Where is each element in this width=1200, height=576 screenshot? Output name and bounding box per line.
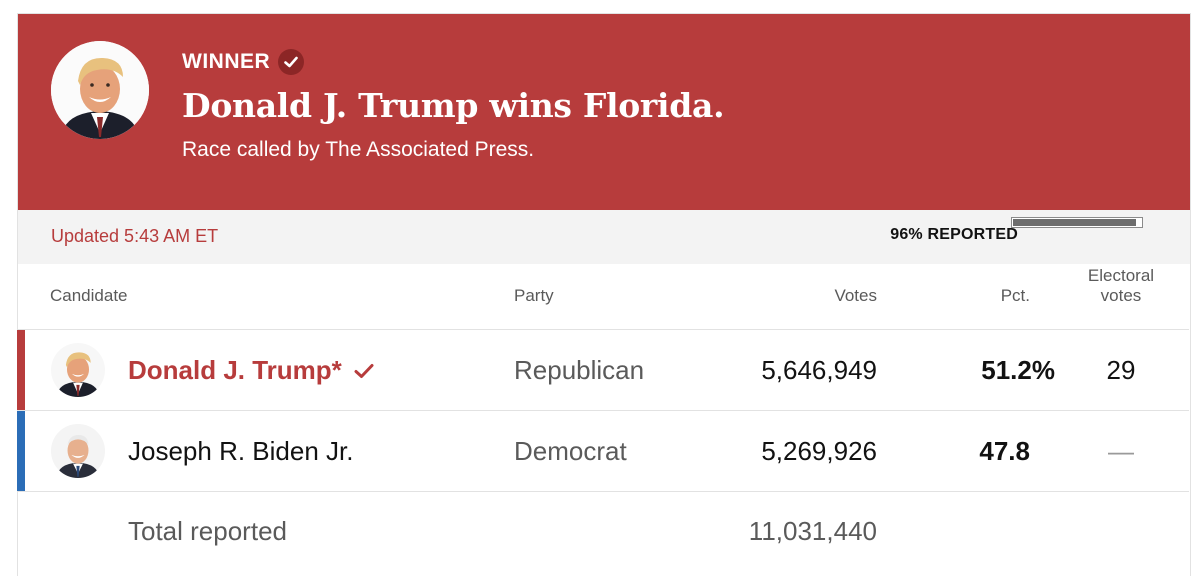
reported-label: 96% REPORTED bbox=[890, 226, 1018, 243]
party-label: Democrat bbox=[514, 436, 627, 466]
winner-label: WINNER bbox=[182, 50, 271, 73]
winner-checkmark-icon bbox=[354, 363, 374, 379]
winner-label-row: WINNER bbox=[182, 49, 305, 75]
total-votes: 11,031,440 bbox=[748, 516, 877, 546]
party-label: Republican bbox=[514, 355, 645, 385]
column-header-electoral-votes: Electoral votes bbox=[1081, 266, 1161, 306]
electoral-votes: 29 bbox=[1106, 355, 1136, 385]
reporting-progress-fill bbox=[1013, 219, 1136, 226]
total-reported-label: Total reported bbox=[128, 516, 287, 546]
republican-party-bar bbox=[17, 330, 25, 411]
candidate-name: Donald J. Trump* bbox=[128, 355, 374, 386]
winner-headline: Donald J. Trump wins Florida. bbox=[182, 86, 725, 125]
column-header-electoral-line2: votes bbox=[1100, 286, 1142, 305]
column-header-party: Party bbox=[514, 286, 554, 305]
election-results-card: WINNER Donald J. Trump wins Florida. Rac… bbox=[17, 13, 1191, 576]
candidate-name-label: Donald J. Trump* bbox=[128, 355, 342, 385]
biden-portrait-icon bbox=[51, 424, 105, 478]
candidate-name-label: Joseph R. Biden Jr. bbox=[128, 436, 354, 466]
race-called-note: Race called by The Associated Press. bbox=[182, 138, 535, 161]
candidate-name: Joseph R. Biden Jr. bbox=[128, 436, 353, 467]
updated-timestamp: Updated 5:43 AM ET bbox=[51, 226, 219, 246]
column-header-electoral-line1: Electoral bbox=[1087, 266, 1155, 285]
vote-count: 5,646,949 bbox=[761, 355, 877, 385]
electoral-votes: — bbox=[1108, 436, 1134, 466]
vote-percentage: 47.8 bbox=[979, 436, 1030, 466]
winner-banner: WINNER Donald J. Trump wins Florida. Rac… bbox=[18, 14, 1190, 210]
trump-portrait-icon bbox=[51, 41, 149, 139]
divider bbox=[17, 329, 1189, 330]
democrat-party-bar bbox=[17, 411, 25, 492]
column-header-pct: Pct. bbox=[1001, 286, 1030, 306]
vote-percentage: 51.2% bbox=[981, 355, 1055, 385]
vote-count: 5,269,926 bbox=[761, 436, 877, 466]
trump-portrait-icon bbox=[51, 343, 105, 397]
column-header-candidate: Candidate bbox=[50, 286, 128, 305]
column-header-votes: Votes bbox=[834, 286, 877, 305]
checkmark-icon bbox=[278, 49, 305, 75]
column-header-pct-label: Pct. bbox=[1000, 286, 1030, 305]
reporting-progress-bar bbox=[1011, 217, 1143, 228]
status-bar: Updated 5:43 AM ET 96% REPORTED bbox=[18, 210, 1190, 264]
divider bbox=[17, 410, 1189, 411]
divider bbox=[17, 491, 1189, 492]
